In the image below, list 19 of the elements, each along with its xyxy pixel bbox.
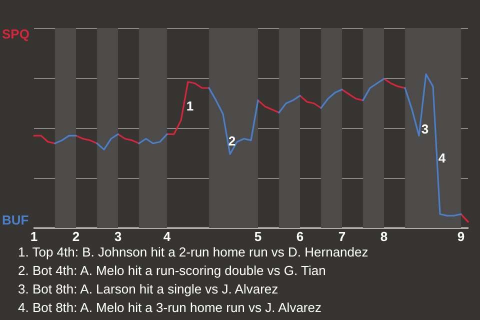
x-tick-label: 7 xyxy=(338,229,346,244)
text: 1. Top 4th: B. Johnson hit a 2-run home run vs D. Hernandez xyxy=(18,244,368,260)
annotation: 2 xyxy=(228,134,236,148)
x-tick-label: 2 xyxy=(72,229,80,244)
text: SPQ xyxy=(2,26,30,42)
x-tick-label: 1 xyxy=(30,229,38,244)
x-tick-label: 6 xyxy=(296,229,304,244)
text: 4. Bot 8th: A. Melo hit a 3-run home run vs J. Alvarez xyxy=(18,300,322,315)
annotation: 3 xyxy=(421,122,429,136)
annotation: 1 xyxy=(186,98,194,114)
x-tick-label: 8 xyxy=(380,229,388,244)
x-tick-label: 4 xyxy=(163,229,172,244)
text: BUF xyxy=(2,212,29,228)
x-tick-label: 9 xyxy=(457,229,465,244)
x-tick-label: 3 xyxy=(114,229,122,244)
x-tick-label: 5 xyxy=(254,229,262,244)
text: 2. Bot 4th: A. Melo hit a run-scoring double vs G. Tian xyxy=(18,263,326,278)
text: 3. Bot 8th: A. Larson hit a single vs J. Alvarez xyxy=(18,282,278,296)
annotation: 4 xyxy=(438,150,446,166)
